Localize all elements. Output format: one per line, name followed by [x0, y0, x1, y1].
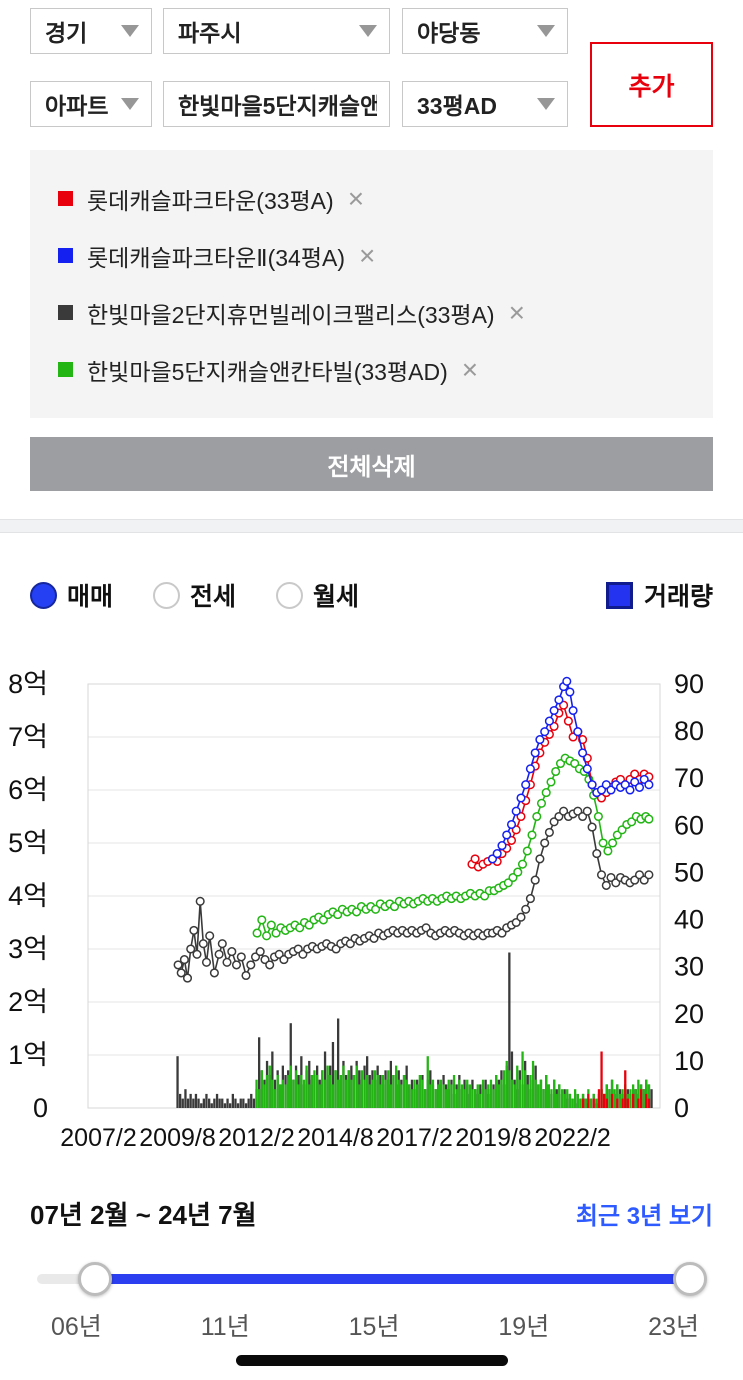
svg-text:30: 30	[674, 952, 704, 982]
home-indicator	[235, 1355, 508, 1366]
chevron-down-icon	[121, 98, 139, 110]
radio-label: 월세	[313, 583, 360, 611]
list-item: 롯데캐슬파크타운(33평A) ×	[58, 170, 685, 227]
selected-complexes-panel: 롯데캐슬파크타운(33평A) × 롯데캐슬파크타운Ⅱ(34평A) × 한빛마을2…	[30, 150, 713, 418]
city-dropdown[interactable]: 파주시	[163, 8, 390, 54]
svg-text:5억: 5억	[8, 828, 48, 858]
tick-label: 15년	[348, 1313, 400, 1341]
list-item: 한빛마을2단지휴먼빌레이크팰리스(33평A) ×	[58, 284, 685, 341]
delete-all-button[interactable]: 전체삭제	[30, 437, 713, 491]
size-dropdown[interactable]: 33평AD	[402, 81, 568, 127]
svg-text:2019/8: 2019/8	[455, 1124, 531, 1152]
volume-swatch-icon	[605, 581, 633, 609]
series-color-swatch	[58, 362, 73, 377]
filter-panel: 경기 파주시 야당동 아파트 한빛마을5단지캐슬앤칸타빌 33평AD 추가	[0, 0, 743, 135]
svg-text:3억: 3억	[8, 934, 48, 964]
close-icon[interactable]: ×	[508, 296, 525, 328]
svg-text:80: 80	[674, 716, 704, 746]
svg-text:50: 50	[674, 857, 704, 887]
city-value: 파주시	[178, 20, 242, 46]
chevron-down-icon	[359, 25, 377, 37]
chevron-down-icon	[537, 98, 555, 110]
svg-text:2009/8: 2009/8	[139, 1124, 215, 1152]
svg-text:10: 10	[674, 1046, 704, 1076]
svg-text:1억: 1억	[8, 1040, 48, 1070]
complex-label: 롯데캐슬파크타운(33평A)	[87, 187, 334, 214]
svg-text:8억: 8억	[8, 669, 48, 699]
svg-text:4억: 4억	[8, 881, 48, 911]
price-volume-chart: 0 1억 2억 3억 4억 5억 6억 7억 8억 0 10 20 30 40 50 60 70 80 90 2007…	[8, 669, 704, 1152]
province-dropdown[interactable]: 경기	[30, 8, 152, 54]
apartment-dropdown[interactable]: 한빛마을5단지캐슬앤칸타빌	[163, 81, 390, 127]
svg-text:2022/2: 2022/2	[534, 1124, 610, 1152]
chevron-down-icon	[537, 25, 555, 37]
add-button[interactable]: 추가	[590, 42, 713, 127]
period-row: 07년 2월 ~ 24년 7월 최근 3년 보기	[30, 1195, 713, 1230]
tick-label: 23년	[648, 1313, 699, 1341]
svg-text:20: 20	[674, 999, 704, 1029]
list-item: 롯데캐슬파크타운Ⅱ(34평A) ×	[58, 227, 685, 284]
series-color-swatch	[58, 191, 73, 206]
radio-icon	[153, 581, 181, 609]
radio-icon	[276, 581, 304, 609]
tick-label: 06년	[51, 1313, 102, 1341]
slider-handle-left[interactable]	[78, 1262, 113, 1296]
close-icon[interactable]: ×	[461, 353, 479, 385]
svg-text:0: 0	[33, 1093, 48, 1123]
svg-text:70: 70	[674, 763, 704, 793]
section-divider	[0, 519, 743, 533]
svg-text:0: 0	[674, 1093, 689, 1123]
close-icon[interactable]: ×	[347, 182, 365, 214]
slider-active-track[interactable]	[95, 1274, 690, 1284]
close-icon[interactable]: ×	[359, 239, 376, 271]
svg-text:40: 40	[674, 905, 704, 935]
svg-text:2007/2: 2007/2	[60, 1124, 136, 1152]
tick-label: 11년	[200, 1313, 250, 1341]
period-label: 07년 2월 ~ 24년 7월	[30, 1200, 257, 1230]
svg-text:2014/8: 2014/8	[297, 1124, 373, 1152]
svg-text:2억: 2억	[8, 987, 48, 1017]
radio-icon	[30, 581, 57, 609]
province-value: 경기	[45, 20, 88, 46]
recent-3y-link[interactable]: 최근 3년 보기	[575, 1203, 713, 1230]
apartment-value: 한빛마을5단지캐슬앤칸타빌	[178, 93, 377, 119]
chevron-down-icon	[121, 25, 139, 37]
svg-text:2012/2: 2012/2	[218, 1124, 294, 1152]
radio-jeonse[interactable]: 전세	[153, 577, 236, 613]
dong-value: 야당동	[417, 20, 481, 46]
svg-text:90: 90	[674, 669, 704, 699]
svg-text:7억: 7억	[8, 722, 48, 752]
svg-text:2017/2: 2017/2	[376, 1124, 452, 1152]
radio-label: 매매	[67, 583, 114, 611]
radio-maemae[interactable]: 매매	[30, 577, 113, 613]
property-type-value: 아파트	[45, 93, 109, 119]
volume-legend-label: 거래량	[643, 583, 713, 611]
series-color-swatch	[58, 248, 73, 263]
tick-label: 19년	[498, 1313, 550, 1341]
complex-label: 한빛마을5단지캐슬앤칸타빌(33평AD)	[87, 358, 448, 385]
complex-label: 한빛마을2단지휴먼빌레이크팰리스(33평A)	[87, 301, 495, 328]
slider-handle-right[interactable]	[672, 1262, 707, 1296]
size-value: 33평AD	[417, 93, 497, 119]
list-item: 한빛마을5단지캐슬앤칸타빌(33평AD) ×	[58, 341, 685, 398]
volume-legend: 거래량	[605, 577, 713, 613]
svg-text:60: 60	[674, 810, 704, 840]
dong-dropdown[interactable]: 야당동	[402, 8, 568, 54]
property-type-dropdown[interactable]: 아파트	[30, 81, 152, 127]
trade-type-row: 매매 전세 월세 거래량	[30, 578, 713, 612]
period-slider	[37, 1261, 707, 1297]
radio-wolse[interactable]: 월세	[276, 577, 359, 613]
slider-tick-labels: 06년 11년 15년 19년 23년	[51, 1307, 699, 1343]
svg-text:6억: 6억	[8, 775, 48, 805]
series-color-swatch	[58, 305, 73, 320]
complex-label: 롯데캐슬파크타운Ⅱ(34평A)	[87, 244, 346, 271]
radio-label: 전세	[190, 583, 237, 611]
